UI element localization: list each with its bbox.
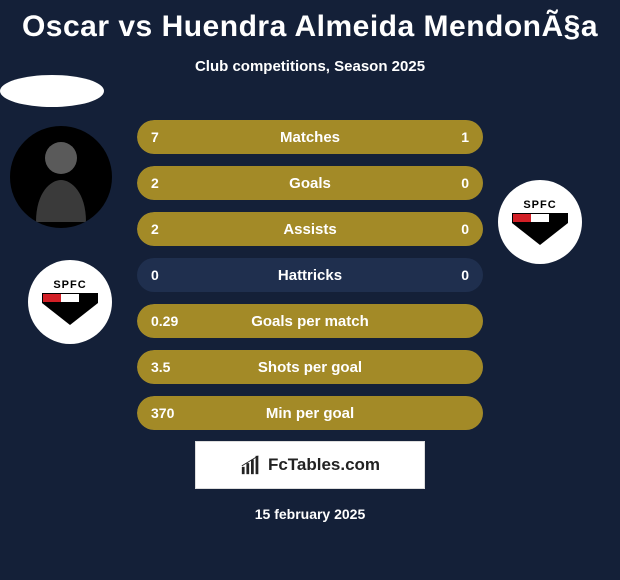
stat-row: 2Goals0 [137,166,483,200]
stat-right-value: 0 [423,175,483,191]
stat-label: Hattricks [197,267,423,284]
stat-row: 3.5Shots per goal [137,350,483,384]
player-silhouette-icon [26,132,96,222]
stat-label: Assists [197,221,423,238]
badge-left-text: SPFC [53,279,86,291]
badge-right-triangle [512,223,568,245]
stat-label: Goals [197,175,423,192]
subtitle: Club competitions, Season 2025 [0,58,620,75]
brand-text: FcTables.com [268,455,380,475]
stat-right-value: 0 [423,267,483,283]
stat-row: 2Assists0 [137,212,483,246]
player-left-avatar [10,126,112,228]
stat-row: 370Min per goal [137,396,483,430]
stats-container: 7Matches12Goals02Assists00Hattricks00.29… [137,120,483,442]
date-text: 15 february 2025 [0,506,620,522]
badge-left-stripes [42,293,98,303]
club-badge-right: SPFC [498,180,582,264]
badge-right-text: SPFC [523,199,556,211]
stat-left-value: 2 [137,175,197,191]
stat-row: 0.29Goals per match [137,304,483,338]
stat-row: 7Matches1 [137,120,483,154]
badge-right-stripes [512,213,568,223]
stat-label: Shots per goal [197,359,423,376]
club-badge-left: SPFC [28,260,112,344]
stat-row: 0Hattricks0 [137,258,483,292]
badge-left-triangle [42,303,98,325]
stat-right-value: 1 [423,129,483,145]
stat-label: Goals per match [197,313,423,330]
stat-left-value: 7 [137,129,197,145]
player-right-disc [0,75,104,107]
stat-left-value: 3.5 [137,359,197,375]
stat-right-value: 0 [423,221,483,237]
stat-left-value: 370 [137,405,197,421]
page-title: Oscar vs Huendra Almeida MendonÃ§a [0,0,620,44]
stat-left-value: 2 [137,221,197,237]
stat-left-value: 0.29 [137,313,197,329]
stat-label: Matches [197,129,423,146]
brand-footer[interactable]: FcTables.com [195,441,425,489]
stat-label: Min per goal [197,405,423,422]
stat-left-value: 0 [137,267,197,283]
fctables-logo-icon [240,454,262,476]
